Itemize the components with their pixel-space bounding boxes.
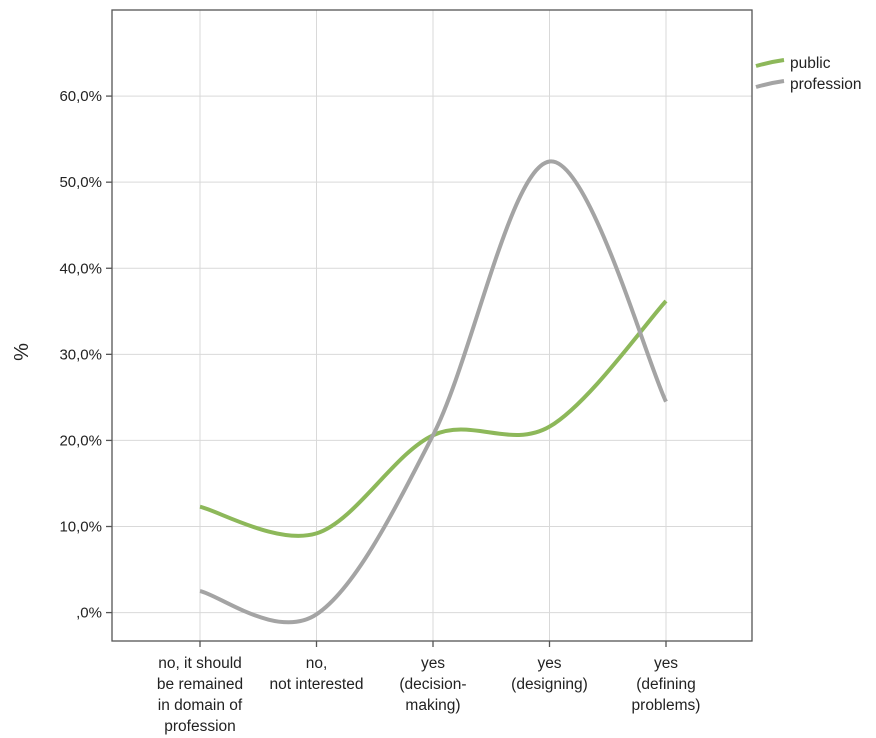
y-tick-label: 50,0% [59, 174, 102, 191]
x-category-label-line: (designing) [511, 676, 588, 693]
series-lines [199, 159, 668, 625]
x-category-label: no, it should be remained in domain of prof… [157, 655, 243, 735]
y-tick-label: 30,0% [59, 346, 102, 363]
x-category-label-line: yes [537, 655, 561, 672]
y-tick-label: ,0% [76, 605, 102, 622]
legend-swatch-public [755, 58, 785, 68]
y-tick-label: 20,0% [59, 432, 102, 449]
axis-ticks: ,0% 10,0% 20,0% 30,0% 40,0% 50,0% 60,0% no, it … [59, 88, 700, 735]
x-category-label-line: profession [164, 718, 236, 735]
legend-swatch-profession [755, 79, 785, 89]
legend-label-public: public [790, 55, 831, 72]
x-category-label-line: making) [405, 697, 460, 714]
y-tick-label: 40,0% [59, 260, 102, 277]
x-category-label: yes (defining problems) [632, 655, 701, 714]
y-axis-title: % [11, 343, 33, 361]
grid-lines [112, 10, 752, 641]
y-axis-label-group: % [11, 343, 33, 361]
x-category-label: yes (decision-making) [399, 655, 466, 714]
x-category-label-line: no, it should [158, 655, 242, 672]
x-category-label-line: yes [421, 655, 445, 672]
x-category-label-line: no, [306, 655, 328, 672]
x-category-label-line: in domain of [158, 697, 243, 714]
x-category-label-line: (defining [636, 676, 695, 693]
x-category-label-line: problems) [632, 697, 701, 714]
x-category-label-line: yes [654, 655, 678, 672]
legend: public profession [755, 55, 862, 93]
x-category-label: yes (designing) [511, 655, 588, 693]
y-tick-label: 10,0% [59, 519, 102, 536]
y-tick-label: 60,0% [59, 88, 102, 105]
series-line-profession [199, 159, 668, 625]
x-category-label-line: be remained [157, 676, 243, 693]
x-category-label: no, not interested [270, 655, 364, 693]
x-category-label-line: not interested [270, 676, 364, 693]
legend-label-profession: profession [790, 76, 862, 93]
x-category-label-line: (decision- [399, 676, 466, 693]
plot-frame [111, 9, 753, 642]
